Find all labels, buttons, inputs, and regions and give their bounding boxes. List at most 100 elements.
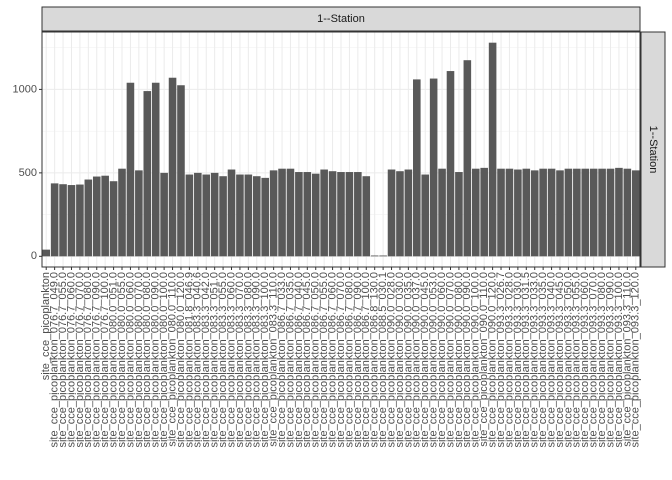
- y-tick-label: 500: [19, 167, 37, 179]
- bar: [505, 168, 514, 257]
- x-tick-label: site_cce_picoplankton_083.3_070.0: [234, 272, 246, 448]
- x-tick-label: site_cce_picoplankton_076.7_049.0: [49, 272, 61, 448]
- x-tick-label: site_cce_picoplankton_090.0_070.0: [444, 272, 456, 448]
- x-tick-label: site_cce_picoplankton_086.7_090.0: [352, 272, 364, 448]
- bar: [396, 171, 404, 257]
- bar: [615, 167, 623, 257]
- bar: [463, 60, 472, 257]
- x-tick-label: site_cce_picoplankton_093.3_110.0: [621, 272, 633, 447]
- x-tick-label: site_cce_picoplankton_086.7_080.0: [343, 272, 355, 448]
- bar: [76, 184, 84, 257]
- x-tick-label: site_cce_picoplankton_083.3_055.0: [217, 272, 229, 448]
- bar: [404, 169, 413, 257]
- x-tick-label: site_cce_picoplankton_093.3_080.0: [596, 272, 608, 448]
- bar: [370, 255, 379, 257]
- x-tick-label: site_cce_picoplankton_093.3_030.0: [512, 272, 524, 448]
- bar: [598, 168, 606, 257]
- facet-label-top: 1--Station: [317, 13, 365, 25]
- bar: [438, 168, 446, 257]
- x-tick-label: site_cce_picoplankton_093.3_100.0: [613, 272, 625, 448]
- x-tick-label: site_cce_picoplankton_086.7_060.0: [326, 272, 338, 448]
- x-tick-label: site_cce_picoplankton_090.0_080.0: [453, 272, 465, 448]
- x-tick-label: site_cce_picoplankton_076.7_060.0: [65, 272, 77, 448]
- bar: [337, 172, 345, 257]
- bar: [379, 255, 387, 257]
- bar: [455, 172, 463, 257]
- x-tick-label: site_cce_picoplankton_083.3_110.0: [268, 272, 280, 447]
- bar: [252, 176, 261, 257]
- x-tick-label: site_cce_picoplankton_093.3_055.0: [571, 272, 583, 448]
- y-tick-label: 0: [31, 250, 37, 262]
- x-tick-label: site_cce_picoplankton_080.0_090.0: [150, 272, 162, 448]
- facet-strip-top: [41, 6, 641, 32]
- bar: [50, 183, 59, 257]
- bar: [269, 170, 278, 257]
- x-tick-label: site_cce_picoplankton_090.0_045.0: [419, 272, 431, 448]
- x-tick-label: site_cce_picoplankton_086.7_070.0: [335, 272, 347, 448]
- x-tick-label: site_cce_picoplankton_090.0_100.0: [470, 272, 482, 448]
- bar: [488, 42, 497, 257]
- x-tick-label: site_cce_picoplankton_083.3_060.0: [225, 272, 237, 448]
- x-tick-label: site_cce_picoplankton_076.7_090.0: [91, 272, 103, 448]
- bar: [471, 168, 480, 257]
- bar: [101, 175, 109, 257]
- bar: [497, 168, 505, 257]
- bar: [623, 168, 632, 257]
- facet-strip-right: [640, 31, 666, 268]
- bar: [345, 172, 354, 257]
- bar: [311, 173, 320, 257]
- bar: [59, 184, 67, 257]
- x-tick-label: site_cce_picoplankton_086.7_045.0: [301, 272, 313, 448]
- bar: [143, 91, 152, 257]
- bar: [421, 174, 430, 257]
- x-tick-label: site_cce_picoplankton_076.7_055.0: [57, 272, 69, 448]
- x-tick-label: site_cce_picoplankton_090.0_035.0: [402, 272, 414, 448]
- x-tick-label: site_cce_picoplankton_083.3_040.6: [192, 272, 204, 448]
- x-tick-label: site_cce_picoplankton_083.3_090.0: [251, 272, 263, 448]
- x-tick-label: site_cce_picoplankton_093.3_120.0: [630, 272, 642, 448]
- x-tick-label: site_cce_picoplankton_080.0_070.0: [133, 272, 145, 448]
- x-tick-label: site_cce_picoplankton_093.3_060.0: [579, 272, 591, 448]
- bar: [278, 168, 286, 257]
- x-tick-label: site_cce_picoplankton_086.7_055.0: [318, 272, 330, 448]
- bar: [194, 172, 202, 257]
- bar: [446, 71, 455, 257]
- bar: [514, 169, 522, 257]
- bar: [227, 169, 236, 257]
- bar: [286, 168, 295, 257]
- bar: [210, 172, 219, 257]
- x-tick-label: site_cce_picoplankton_093.3_035.0: [537, 272, 549, 448]
- x-tick-label: site_cce_picoplankton_080.0_055.0: [116, 272, 128, 448]
- x-tick-label: site_cce_picoplankton_090.0_110.0: [478, 272, 490, 447]
- bar: [581, 168, 590, 257]
- x-tick-label: site_cce_picoplankton_080.0_080.0: [141, 272, 153, 448]
- x-tick-label: site_cce_picoplankton_076.7_080.0: [82, 272, 94, 448]
- bar: [295, 172, 303, 257]
- x-tick-label: site_cce_picoplankton_090.0_053.0: [428, 272, 440, 448]
- x-tick-label: site_cce_picoplankton_093.3_033.0: [529, 272, 541, 448]
- x-tick-label: site_cce_picoplankton_093.3_090.0: [604, 272, 616, 448]
- bar: [320, 169, 328, 257]
- x-tick-label: site_cce_picoplankton_083.3_042.0: [200, 272, 212, 448]
- x-tick-label: site_cce_picoplankton_080.0_051.0: [107, 272, 119, 448]
- x-tick-label: site_cce_picoplankton_090.0_028.0: [385, 272, 397, 448]
- bar: [631, 170, 640, 257]
- x-tick-label: site_cce_picoplankton_080.0_100.0: [158, 272, 170, 448]
- x-tick-label: site_cce_picoplankton_090.0_030.0: [394, 272, 406, 448]
- bar: [236, 174, 244, 257]
- x-tick-label: site_cce_picoplankton_090.0_090.0: [461, 272, 473, 448]
- x-tick-label: site_cce_picoplankton: [40, 272, 52, 380]
- plot-area: [42, 32, 640, 267]
- bar: [387, 169, 396, 257]
- bar: [92, 176, 101, 257]
- bar: [530, 170, 539, 257]
- x-tick-label: site_cce_picoplankton_090.0_120.0: [487, 272, 499, 448]
- x-tick-label: site_cce_picoplankton_086.7_050.0: [310, 272, 322, 448]
- x-tick-label: site_cce_picoplankton_076.7_070.0: [74, 272, 86, 448]
- bar: [118, 168, 126, 257]
- bar: [135, 170, 143, 257]
- x-tick-label: site_cce_picoplankton_080.0_060.0: [124, 272, 136, 448]
- x-tick-label: site_cce_picoplankton_093.3_045.0: [554, 272, 566, 448]
- y-tick-label: 1000: [13, 83, 37, 95]
